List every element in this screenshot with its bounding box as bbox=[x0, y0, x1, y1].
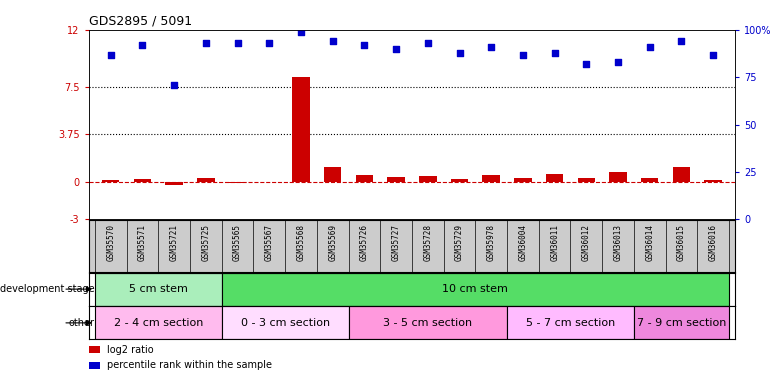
Text: GSM35727: GSM35727 bbox=[392, 224, 400, 261]
Point bbox=[612, 59, 624, 65]
Bar bbox=[95, 273, 222, 306]
Text: 7 - 9 cm section: 7 - 9 cm section bbox=[637, 318, 726, 328]
Bar bbox=[705, 180, 722, 182]
Bar bbox=[578, 178, 595, 182]
Text: GSM35729: GSM35729 bbox=[455, 224, 464, 261]
Point bbox=[105, 52, 117, 58]
Point bbox=[295, 29, 307, 35]
Bar bbox=[507, 306, 634, 339]
Point bbox=[199, 40, 212, 46]
Point bbox=[263, 40, 276, 46]
Bar bbox=[222, 306, 349, 339]
Bar bbox=[641, 178, 658, 182]
Point bbox=[548, 50, 561, 56]
Text: 5 - 7 cm section: 5 - 7 cm section bbox=[526, 318, 615, 328]
Text: GSM35565: GSM35565 bbox=[233, 224, 242, 261]
Text: GSM36014: GSM36014 bbox=[645, 224, 654, 261]
Point bbox=[644, 44, 656, 50]
Text: other: other bbox=[69, 318, 95, 328]
Point bbox=[326, 38, 339, 44]
Text: GSM35728: GSM35728 bbox=[424, 224, 432, 261]
Bar bbox=[634, 306, 729, 339]
Text: GSM36012: GSM36012 bbox=[582, 224, 591, 261]
Bar bbox=[514, 178, 531, 182]
Text: GSM36004: GSM36004 bbox=[518, 224, 527, 261]
Text: GSM35568: GSM35568 bbox=[296, 224, 306, 261]
Text: GSM35570: GSM35570 bbox=[106, 224, 115, 261]
Text: 3 - 5 cm section: 3 - 5 cm section bbox=[383, 318, 472, 328]
Point bbox=[517, 52, 529, 58]
Text: GSM36011: GSM36011 bbox=[550, 224, 559, 261]
Point bbox=[454, 50, 466, 56]
Bar bbox=[546, 174, 564, 182]
Point bbox=[390, 46, 402, 52]
Bar bbox=[89, 362, 100, 369]
Bar bbox=[134, 179, 151, 182]
Bar bbox=[293, 77, 310, 182]
Text: GSM35978: GSM35978 bbox=[487, 224, 496, 261]
Text: percentile rank within the sample: percentile rank within the sample bbox=[107, 360, 272, 370]
Bar bbox=[166, 182, 183, 184]
Text: GSM35721: GSM35721 bbox=[169, 224, 179, 261]
Point bbox=[675, 38, 688, 44]
Bar bbox=[356, 174, 373, 182]
Text: 0 - 3 cm section: 0 - 3 cm section bbox=[240, 318, 330, 328]
Point bbox=[422, 40, 434, 46]
Bar bbox=[324, 167, 341, 182]
Bar bbox=[349, 306, 507, 339]
Text: GSM35571: GSM35571 bbox=[138, 224, 147, 261]
Text: 5 cm stem: 5 cm stem bbox=[129, 284, 188, 294]
Text: GSM35726: GSM35726 bbox=[360, 224, 369, 261]
Text: 10 cm stem: 10 cm stem bbox=[443, 284, 508, 294]
Point bbox=[485, 44, 497, 50]
Bar bbox=[102, 180, 119, 182]
Point bbox=[707, 52, 719, 58]
Text: development stage: development stage bbox=[0, 284, 95, 294]
Text: GDS2895 / 5091: GDS2895 / 5091 bbox=[89, 15, 192, 27]
Bar bbox=[450, 179, 468, 182]
Bar bbox=[673, 167, 690, 182]
Bar bbox=[229, 182, 246, 183]
Text: GSM35569: GSM35569 bbox=[328, 224, 337, 261]
Bar bbox=[89, 346, 100, 353]
Text: GSM35725: GSM35725 bbox=[202, 224, 210, 261]
Bar bbox=[609, 172, 627, 182]
Point bbox=[358, 42, 370, 48]
Text: 2 - 4 cm section: 2 - 4 cm section bbox=[114, 318, 203, 328]
Text: GSM36013: GSM36013 bbox=[614, 224, 622, 261]
Bar bbox=[222, 273, 729, 306]
Point bbox=[168, 82, 180, 88]
Bar bbox=[95, 306, 222, 339]
Bar bbox=[387, 177, 405, 182]
Point bbox=[136, 42, 149, 48]
Text: GSM36015: GSM36015 bbox=[677, 224, 686, 261]
Point bbox=[580, 61, 592, 67]
Text: GSM36016: GSM36016 bbox=[708, 224, 718, 261]
Text: log2 ratio: log2 ratio bbox=[107, 345, 153, 355]
Bar bbox=[419, 176, 437, 182]
Bar bbox=[483, 174, 500, 182]
Point bbox=[232, 40, 244, 46]
Text: GSM35567: GSM35567 bbox=[265, 224, 274, 261]
Bar bbox=[197, 178, 215, 182]
